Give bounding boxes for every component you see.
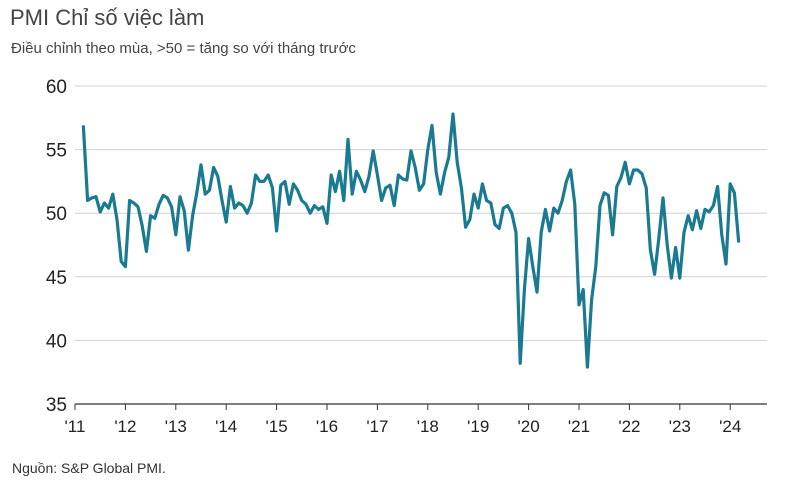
x-tick-label: '12 [114,417,136,436]
x-tick-label: '22 [618,417,640,436]
x-tick-label: '24 [719,417,741,436]
series-line-employment-index [81,112,741,369]
x-tick-label: '16 [316,417,338,436]
x-tick-label: '15 [266,417,288,436]
x-tick-label: '11 [65,417,86,436]
chart-title: PMI Chỉ số việc làm [10,5,205,30]
chart-subtitle: Điều chỉnh theo mùa, >50 = tăng so với t… [11,40,356,57]
x-tick-label: '19 [467,417,489,436]
y-tick-label: 40 [46,331,67,352]
y-tick-label: 35 [46,395,67,416]
x-tick-label: '23 [669,417,691,436]
x-tick-label: '18 [417,417,439,436]
source-note: Nguồn: S&P Global PMI. [12,460,166,476]
x-axis-ticks: '11 '12 '13 '14 '15 '16 '17 '18 '19 '20 '21 '22 '23 '… [65,404,741,436]
y-tick-label: 50 [46,204,67,225]
x-tick-label: '21 [568,417,590,436]
y-axis-ticks: 35 40 45 50 55 60 [46,77,67,416]
y-tick-label: 60 [46,77,67,98]
x-tick-label: '20 [518,417,540,436]
x-tick-label: '17 [366,417,388,436]
y-tick-label: 55 [46,141,67,162]
gridlines [75,85,767,341]
x-tick-label: '14 [215,417,237,436]
x-tick-label: '13 [165,417,187,436]
y-tick-label: 45 [46,268,67,289]
